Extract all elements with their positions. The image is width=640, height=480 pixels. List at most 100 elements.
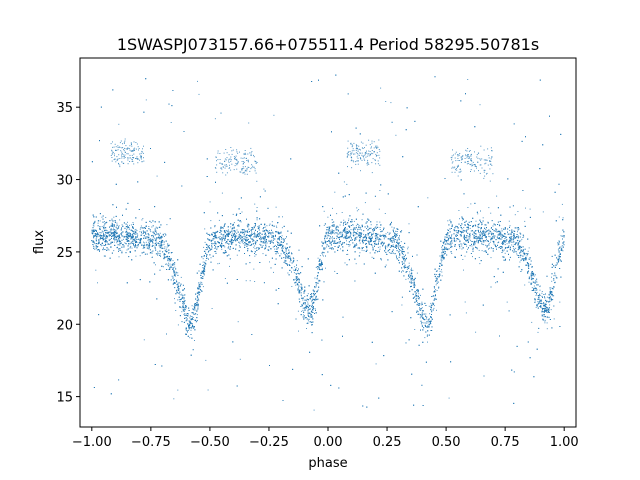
data-point <box>148 226 150 227</box>
data-point <box>544 322 546 324</box>
data-point <box>559 301 561 303</box>
data-point <box>421 324 423 326</box>
data-point <box>359 239 361 241</box>
data-point <box>433 305 435 307</box>
data-point <box>197 297 199 299</box>
data-point <box>201 282 203 284</box>
data-point <box>123 245 125 247</box>
data-point <box>212 238 214 240</box>
data-point <box>415 294 417 296</box>
data-point <box>421 316 423 318</box>
data-point <box>461 243 463 245</box>
data-point <box>121 250 123 252</box>
data-point <box>485 240 487 242</box>
data-point <box>94 248 96 250</box>
data-point <box>205 260 207 262</box>
data-point <box>435 289 437 291</box>
data-point <box>176 291 178 293</box>
data-point <box>475 220 477 222</box>
data-point <box>470 230 472 232</box>
data-point <box>556 262 558 264</box>
data-point <box>339 232 341 234</box>
data-point <box>150 222 152 223</box>
data-point <box>126 228 128 230</box>
data-point <box>99 237 101 239</box>
data-point <box>481 232 483 234</box>
data-point <box>375 363 377 365</box>
data-point <box>311 301 313 303</box>
data-point <box>477 213 479 215</box>
data-point <box>329 230 331 232</box>
data-point <box>279 239 281 241</box>
data-point <box>155 226 157 228</box>
data-point <box>126 249 128 251</box>
data-point <box>544 320 546 322</box>
data-point <box>221 236 223 238</box>
data-point <box>343 219 345 221</box>
data-point <box>306 317 307 318</box>
data-point <box>551 276 552 278</box>
data-point <box>268 236 270 238</box>
data-point <box>234 239 236 241</box>
data-point <box>327 216 329 218</box>
data-point <box>239 233 241 235</box>
data-point <box>465 312 467 314</box>
data-point <box>513 234 515 236</box>
data-point <box>166 224 168 226</box>
data-point <box>219 237 221 239</box>
data-point <box>189 337 191 339</box>
data-point <box>511 235 513 237</box>
data-point <box>98 239 99 241</box>
data-point <box>320 268 322 270</box>
data-point <box>531 287 533 289</box>
data-point <box>551 280 553 282</box>
data-point <box>241 241 243 243</box>
data-point <box>510 232 512 234</box>
data-point <box>467 79 469 80</box>
data-point <box>103 228 105 230</box>
data-point <box>468 236 470 238</box>
data-point <box>190 327 192 329</box>
data-point <box>116 239 118 241</box>
data-point <box>529 263 531 265</box>
data-point <box>531 271 532 273</box>
data-point <box>333 240 335 242</box>
data-point <box>495 282 497 284</box>
data-point <box>296 267 298 269</box>
data-point <box>411 267 412 269</box>
data-point <box>210 220 212 222</box>
data-point <box>562 242 563 244</box>
data-point <box>482 232 484 234</box>
data-point <box>469 237 471 239</box>
data-point <box>139 228 141 230</box>
data-point <box>190 329 192 331</box>
data-point <box>357 233 358 235</box>
data-point <box>497 237 499 239</box>
data-point <box>175 310 177 311</box>
data-point <box>376 238 378 240</box>
data-point <box>169 260 171 262</box>
data-point <box>159 232 161 234</box>
data-point <box>93 235 95 237</box>
data-point <box>161 239 163 241</box>
data-point <box>528 258 530 260</box>
data-point <box>97 282 98 284</box>
data-point <box>104 240 106 241</box>
data-point <box>147 239 149 241</box>
data-point <box>217 263 219 265</box>
data-point <box>340 231 342 233</box>
data-point <box>348 230 350 232</box>
data-point <box>534 301 536 303</box>
data-point <box>429 313 431 315</box>
data-point <box>330 233 332 235</box>
data-point <box>377 246 379 248</box>
data-point <box>370 231 372 233</box>
data-point <box>263 240 265 242</box>
data-point <box>334 242 336 243</box>
data-point <box>301 310 303 312</box>
data-point <box>113 241 115 243</box>
data-point <box>554 274 556 276</box>
data-point <box>469 232 471 234</box>
data-point <box>424 322 426 324</box>
data-point <box>350 229 352 231</box>
